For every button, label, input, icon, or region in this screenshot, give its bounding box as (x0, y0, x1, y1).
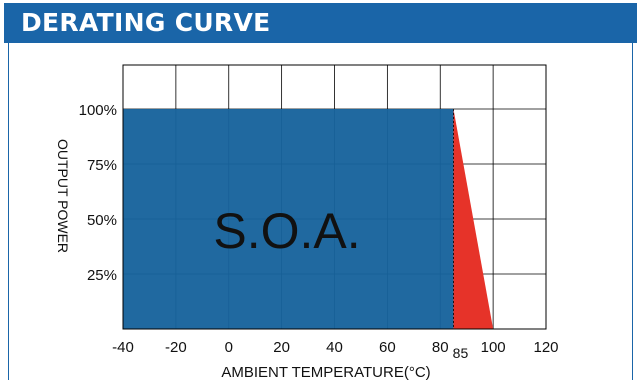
x-tick-labels: -40 -20 0 20 40 60 80 100 120 85 (112, 339, 558, 361)
plot-border (122, 64, 547, 330)
y-tick-label: 25% (87, 267, 117, 284)
area-layer (123, 109, 494, 329)
x-tick-label: -40 (112, 339, 134, 356)
x-tick-label: 100 (481, 339, 506, 356)
y-tick-labels: 25% 50% 75% 100% (79, 102, 117, 284)
derating-area (453, 109, 494, 329)
x-tick-label: 120 (533, 339, 558, 356)
x-tick-label: 40 (326, 339, 343, 356)
y-tick-label: 50% (87, 212, 117, 229)
frame-border-left (8, 43, 9, 380)
border-layer (122, 64, 547, 330)
page-title: DERATING CURVE (21, 8, 271, 37)
y-axis-label: OUTPUT POWER (55, 139, 71, 253)
soa-label: S.O.A. (213, 203, 360, 259)
frame-border-right (632, 43, 633, 380)
x-tick-label: 20 (273, 339, 290, 356)
y-tick-label: 75% (87, 157, 117, 174)
x-tick-label: -20 (165, 339, 187, 356)
x-axis-label: AMBIENT TEMPERATURE(°C) (221, 364, 430, 380)
x-tick-label: 60 (379, 339, 396, 356)
x-tick-label: 0 (225, 339, 233, 356)
soa-area (123, 109, 454, 329)
header-bar: DERATING CURVE (4, 3, 637, 43)
x-tick-label-extra: 85 (453, 345, 469, 361)
y-tick-label: 100% (79, 102, 117, 119)
x-tick-label: 80 (432, 339, 449, 356)
